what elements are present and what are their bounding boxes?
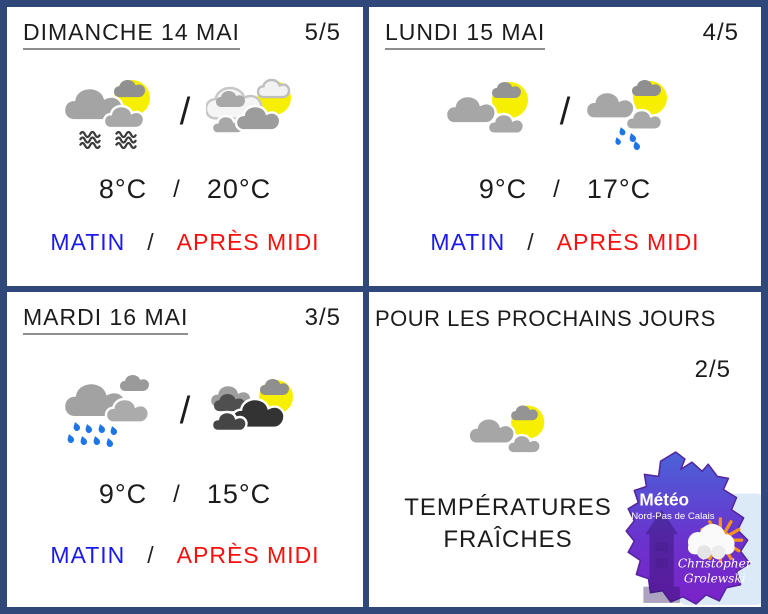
meteo-logo: Météo Nord-Pas de Calais Christopher Gro… — [621, 449, 761, 607]
logo-title: Météo — [639, 490, 689, 510]
panel-header: DIMANCHE 14 MAI 5/5 — [7, 7, 363, 50]
afternoon-temperature: 17°C — [586, 174, 652, 204]
afternoon-label: APRÈS MIDI — [176, 229, 320, 255]
panel-outlook: POUR LES PROCHAINS JOURS 2/5 TEMPÉRATURE… — [369, 292, 761, 607]
afternoon-temperature: 15°C — [206, 479, 272, 509]
logo-author-first-name: Christopher — [678, 556, 753, 570]
afternoon-weather-icon — [206, 375, 306, 451]
morning-label: MATIN — [50, 542, 126, 568]
panel-header: LUNDI 15 MAI 4/5 — [369, 7, 761, 50]
confidence-score: 4/5 — [702, 19, 739, 46]
weather-icon-row: / — [7, 76, 363, 152]
temp-separator: / — [173, 480, 181, 508]
label-separator: / — [527, 229, 535, 255]
weather-icon-row: / — [369, 76, 761, 152]
afternoon-label: APRÈS MIDI — [176, 542, 320, 568]
icon-separator: / — [559, 90, 571, 133]
logo-subtitle: Nord-Pas de Calais — [631, 511, 715, 522]
temp-separator: / — [173, 175, 181, 203]
belfry-silhouette — [643, 509, 680, 603]
morning-weather-icon — [444, 76, 544, 152]
outlook-message-line2: FRAÎCHES — [443, 526, 573, 554]
afternoon-weather-icon — [206, 76, 306, 152]
outlook-message-line1: TEMPÉRATURES — [404, 494, 612, 521]
confidence-score: 2/5 — [694, 356, 731, 383]
period-label-row: MATIN / APRÈS MIDI — [369, 229, 761, 256]
morning-temperature: 8°C — [98, 174, 148, 204]
label-separator: / — [147, 542, 155, 568]
period-label-row: MATIN / APRÈS MIDI — [7, 542, 363, 569]
morning-label: MATIN — [50, 229, 126, 255]
panel-lundi: LUNDI 15 MAI 4/5 / 9°C / 17°C MATIN / AP… — [369, 7, 761, 286]
temp-separator: / — [553, 175, 561, 203]
confidence-score: 3/5 — [304, 304, 341, 331]
logo-author-last-name: Grolewski — [684, 572, 746, 586]
outlook-title: POUR LES PROCHAINS JOURS — [375, 306, 716, 331]
nord-pas-de-calais-map-shape — [625, 451, 751, 605]
panel-header: MARDI 16 MAI 3/5 — [7, 292, 363, 335]
logo-cloud-icon — [687, 523, 735, 560]
icon-separator: / — [179, 90, 191, 133]
temperature-row: 8°C / 20°C — [7, 174, 363, 205]
weather-icon-row: / — [7, 375, 363, 451]
afternoon-weather-icon — [586, 76, 686, 152]
icon-separator: / — [179, 389, 191, 432]
morning-temperature: 9°C — [478, 174, 528, 204]
day-title: DIMANCHE 14 MAI — [23, 19, 240, 50]
morning-temperature: 9°C — [98, 479, 148, 509]
afternoon-label: APRÈS MIDI — [556, 229, 700, 255]
panel-mardi: MARDI 16 MAI 3/5 / 9°C / 15°C MATIN / AP… — [7, 292, 363, 607]
outlook-weather-icon — [465, 400, 561, 470]
temperature-row: 9°C / 15°C — [7, 479, 363, 510]
afternoon-temperature: 20°C — [206, 174, 272, 204]
outlook-message: TEMPÉRATURES FRAÎCHES — [375, 492, 641, 557]
temperature-row: 9°C / 17°C — [369, 174, 761, 205]
morning-weather-icon — [63, 76, 164, 152]
label-separator: / — [147, 229, 155, 255]
period-label-row: MATIN / APRÈS MIDI — [7, 229, 363, 256]
day-title: LUNDI 15 MAI — [385, 19, 546, 50]
confidence-score: 5/5 — [304, 19, 341, 46]
morning-label: MATIN — [430, 229, 506, 255]
panel-dimanche: DIMANCHE 14 MAI 5/5 / 8°C / 20°C MATIN /… — [7, 7, 363, 286]
day-title: MARDI 16 MAI — [23, 304, 189, 335]
morning-weather-icon — [63, 375, 164, 451]
